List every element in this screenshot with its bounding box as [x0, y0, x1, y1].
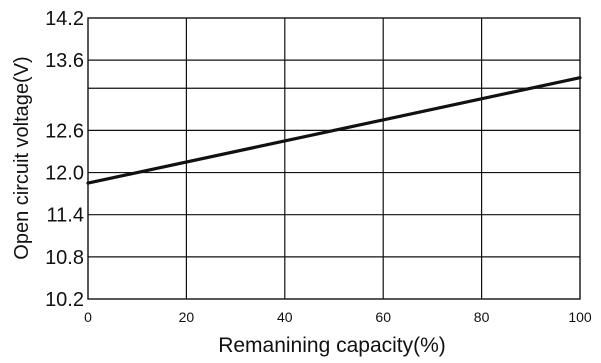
y-tick-label: 10.2 — [45, 289, 84, 311]
y-axis-label: Open circuit voltage(V) — [11, 56, 33, 259]
x-tick-label: 80 — [474, 309, 490, 325]
x-tick-label: 100 — [568, 309, 592, 325]
plot-frame — [87, 17, 581, 300]
x-tick-label: 40 — [277, 309, 293, 325]
y-tick-label: 14.2 — [45, 8, 84, 30]
x-axis-label: Remanining capacity(%) — [218, 334, 446, 357]
series-line — [86, 76, 582, 185]
grid-layer — [88, 18, 580, 299]
y-tick-label: 11.4 — [47, 205, 84, 227]
y-tick-label: 10.8 — [45, 247, 84, 269]
axis-layer: 0 20 40 60 80 100 10.2 10.8 11.4 12.0 12.6 13.6 14.2 — [45, 8, 592, 325]
y-tick-label: 12.6 — [45, 120, 84, 142]
x-tick-label: 20 — [179, 309, 195, 325]
series-layer — [86, 76, 582, 185]
x-tick-label: 0 — [84, 309, 92, 325]
y-tick-label: 13.6 — [45, 50, 84, 72]
label-layer: Remanining capacity(%) Open circuit volt… — [11, 56, 446, 357]
x-tick-label: 60 — [375, 309, 391, 325]
y-tick-label: 12.0 — [45, 163, 84, 185]
